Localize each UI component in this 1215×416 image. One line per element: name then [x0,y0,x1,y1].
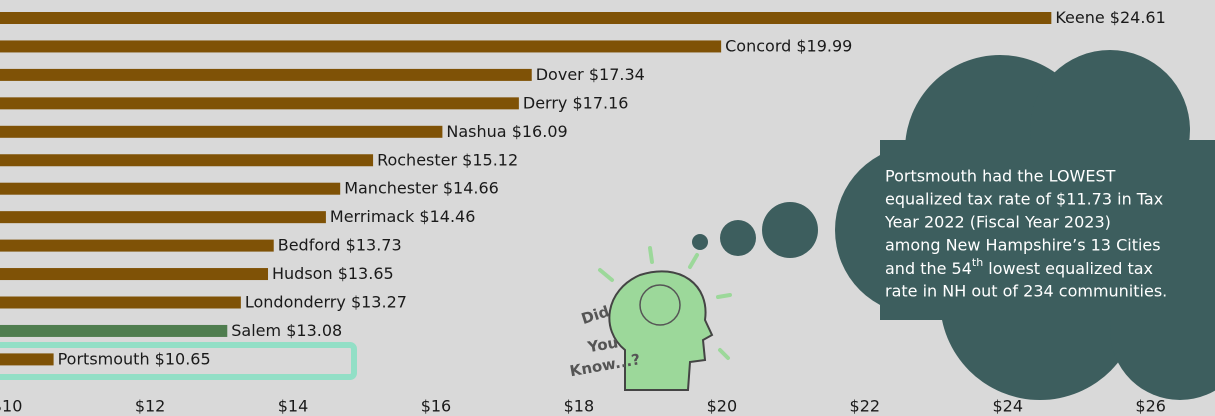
bar-label: Merrimack $14.46 [330,207,476,226]
badge-text: You [585,333,619,356]
annotation-line: Portsmouth had the LOWEST [885,167,1116,186]
value-label: $10.65 [155,349,211,368]
value-label: $24.61 [1110,8,1166,27]
category-label: Merrimack [330,207,415,226]
category-label: Bedford [278,235,341,254]
annotation-line: and the 54th lowest equalized tax [885,256,1153,278]
value-label: $17.16 [572,93,628,112]
annotation-text: lowest equalized tax [983,259,1153,278]
bar-label: Concord $19.99 [725,36,852,55]
annotation-line: among New Hampshire’s 13 Cities [885,236,1161,255]
value-label: $15.12 [462,150,518,169]
bar [0,154,373,166]
bar-label: Dover $17.34 [536,64,645,83]
x-tick-label: $18 [564,397,595,416]
did-you-know-icon: Did You Know...? [568,248,730,390]
category-label: Salem [231,320,281,339]
x-tick-label: $10 [0,397,22,416]
x-tick-label: $14 [278,397,309,416]
bar-label: Rochester $15.12 [377,150,518,169]
annotation-line: Year 2022 (Fiscal Year 2023) [884,213,1111,232]
value-label: $19.99 [796,36,852,55]
category-label: Nashua [446,121,506,140]
annotation-sup: th [972,256,983,269]
value-label: $13.65 [338,264,394,283]
value-label: $17.34 [589,64,645,83]
bar-label: Manchester $14.66 [344,178,499,197]
value-label: $13.08 [286,320,342,339]
value-label: $13.73 [346,235,402,254]
bar-label: Portsmouth $10.65 [58,349,211,368]
category-label: Manchester [344,178,438,197]
category-label: Portsmouth [58,349,150,368]
x-tick-label: $12 [135,397,166,416]
x-tick-label: $24 [992,397,1023,416]
bar-label: Nashua $16.09 [446,121,567,140]
annotation-line: equalized tax rate of $11.73 in Tax [885,190,1163,209]
bar [0,40,721,52]
category-label: Derry [523,93,568,112]
bar [0,126,442,138]
bar-label: Londonderry $13.27 [245,292,407,311]
bar [0,211,326,223]
value-label: $13.27 [351,292,407,311]
x-tick-label: $20 [707,397,738,416]
bar-label: Keene $24.61 [1055,8,1165,27]
badge-text: Did [579,302,612,328]
bar [0,69,532,81]
bar [0,325,227,337]
value-label: $14.46 [419,207,475,226]
category-label: Londonderry [245,292,346,311]
value-label: $14.66 [443,178,499,197]
bar-label: Hudson $13.65 [272,264,394,283]
bar [0,353,54,365]
bar-label: Derry $17.16 [523,93,629,112]
bar [0,268,268,280]
x-tick-label: $22 [850,397,881,416]
x-tick-label: $26 [1135,397,1166,416]
bar-label: Bedford $13.73 [278,235,402,254]
chart: Did You Know...? $10 $12 $14 $16 $18 $20 $22 $2… [0,0,1215,416]
bar [0,297,241,309]
category-label: Hudson [272,264,333,283]
category-label: Rochester [377,150,457,169]
x-tick-label: $16 [421,397,452,416]
bar [0,240,274,252]
category-label: Dover [536,64,584,83]
annotation-line: rate in NH out of 234 communities. [885,282,1167,301]
category-label: Keene [1055,8,1104,27]
category-label: Concord [725,36,791,55]
bar [0,183,340,195]
annotation-text: and the 54 [885,259,972,278]
value-label: $16.09 [512,121,568,140]
bar [0,97,519,109]
bar-label: Salem $13.08 [231,320,342,339]
bar [0,12,1051,24]
